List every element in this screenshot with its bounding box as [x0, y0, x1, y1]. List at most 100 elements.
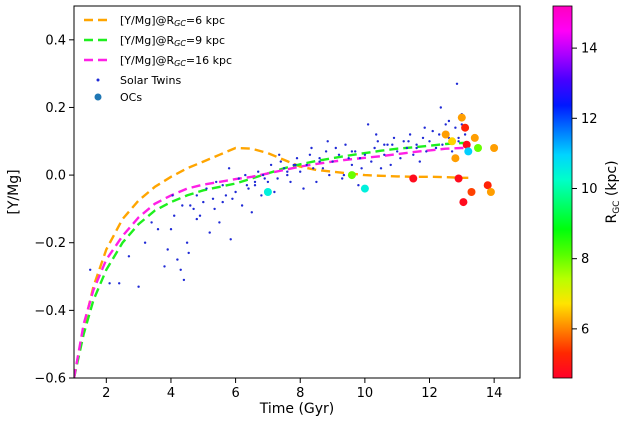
solar-twin-point: [163, 265, 166, 268]
open-cluster-point: [347, 171, 356, 180]
open-cluster-points: [263, 113, 499, 207]
open-cluster-point: [409, 174, 418, 183]
open-cluster-point: [451, 154, 460, 163]
solar-twin-point: [457, 140, 460, 143]
legend-swatch: [96, 78, 100, 82]
solar-twin-point: [189, 204, 192, 207]
solar-twin-point: [187, 251, 190, 255]
solar-twin-point: [289, 180, 292, 184]
solar-twin-point: [213, 207, 216, 211]
y-tick-label: 0.4: [45, 33, 66, 48]
solar-twin-point: [412, 153, 415, 156]
solar-twin-point: [295, 157, 299, 160]
solar-twin-point: [350, 163, 354, 167]
solar-twin-point: [221, 200, 224, 204]
solar-twin-point: [399, 157, 402, 160]
solar-twin-point: [405, 146, 409, 150]
solar-twin-point: [150, 221, 153, 224]
open-cluster-point: [486, 188, 495, 196]
solar-twin-point: [331, 160, 334, 163]
solar-twin-point: [438, 133, 441, 136]
solar-twin-point: [195, 217, 198, 221]
open-cluster-point: [474, 144, 482, 152]
x-tick-label: 12: [421, 386, 438, 401]
x-axis-ticks: 2 4 6 8 10 12 14: [102, 378, 502, 401]
solar-twin-point: [137, 285, 140, 288]
solar-twin-point: [407, 140, 410, 143]
open-cluster-point: [464, 147, 473, 156]
x-tick-label: 14: [486, 386, 503, 401]
solar-twin-point: [253, 180, 257, 184]
open-cluster-point: [483, 181, 492, 190]
x-tick-label: 2: [102, 386, 110, 401]
solar-twin-point: [179, 268, 182, 271]
solar-twin-point: [415, 143, 418, 146]
solar-twin-point: [341, 177, 344, 180]
colorbar-tick-label: 8: [581, 252, 589, 267]
solar-twin-point: [318, 160, 321, 163]
solar-twin-point: [431, 129, 434, 133]
solar-twin-point: [182, 278, 186, 282]
open-cluster-point: [462, 140, 471, 149]
solar-twin-point: [321, 167, 325, 170]
solar-twin-point: [347, 157, 350, 160]
solar-twin-point: [392, 136, 396, 140]
solar-twin-point: [279, 160, 282, 163]
colorbar-label: RGC (kpc): [604, 160, 622, 223]
plot-frame: [73, 5, 521, 379]
solar-twin-point: [192, 207, 195, 211]
solar-twin-point: [357, 184, 360, 187]
solar-twin-point: [143, 241, 147, 244]
solar-twin-point: [269, 163, 273, 167]
solar-twin-point: [227, 167, 231, 170]
solar-twin-point: [208, 231, 211, 234]
solar-twin-point: [211, 197, 215, 200]
solar-twin-point: [308, 153, 312, 156]
solar-twin-point: [386, 143, 389, 146]
colorbar-gradient: [552, 5, 573, 379]
x-axis-label: Time (Gyr): [259, 401, 335, 417]
colorbar-tick-label: 10: [581, 182, 598, 197]
solar-twin-point: [218, 221, 221, 224]
solar-twin-point: [221, 184, 224, 187]
solar-twin-point: [253, 184, 257, 187]
solar-twin-point: [89, 268, 92, 271]
solar-twin-point: [231, 197, 234, 200]
solar-twin-point: [350, 150, 354, 153]
solar-twin-point: [229, 238, 232, 241]
solar-twin-point: [423, 126, 426, 129]
colorbar-tick-label: 12: [581, 112, 598, 127]
solar-twin-point: [402, 140, 405, 143]
open-cluster-point: [461, 123, 470, 132]
solar-twins-points: [89, 82, 467, 288]
open-cluster-point: [490, 144, 499, 152]
open-cluster-point: [470, 133, 479, 142]
solar-twin-point: [171, 194, 174, 197]
solar-twin-point: [202, 200, 205, 204]
solar-twin-point: [215, 180, 218, 184]
solar-twin-point: [450, 150, 454, 153]
solar-twin-point: [234, 190, 237, 194]
solar-twin-point: [383, 143, 386, 146]
solar-twin-point: [360, 167, 363, 170]
solar-twin-point: [415, 146, 418, 150]
colorbar: 6 8 10 12 14 RGC (kpc): [552, 5, 622, 379]
legend-entry-label: [Y/Mg]@RGC=16 kpc: [120, 54, 232, 68]
y-axis-ticks: −0.6 −0.4 −0.2 0.0 0.2 0.4: [34, 33, 74, 387]
solar-twin-point: [389, 163, 392, 167]
solar-twin-point: [454, 126, 457, 129]
solar-twin-point: [244, 173, 247, 177]
solar-twin-point: [169, 228, 173, 231]
x-tick-label: 10: [357, 386, 374, 401]
solar-twin-point: [366, 123, 370, 126]
solar-twin-point: [261, 173, 265, 177]
solar-twin-point: [444, 123, 447, 126]
open-cluster-point: [360, 184, 369, 193]
solar-twin-point: [305, 163, 308, 167]
solar-twin-point: [428, 140, 431, 143]
y-tick-label: 0.0: [45, 169, 66, 184]
open-cluster-point: [454, 174, 463, 183]
solar-twin-point: [286, 170, 289, 173]
solar-twin-point: [302, 187, 305, 190]
solar-twin-point: [273, 190, 276, 194]
